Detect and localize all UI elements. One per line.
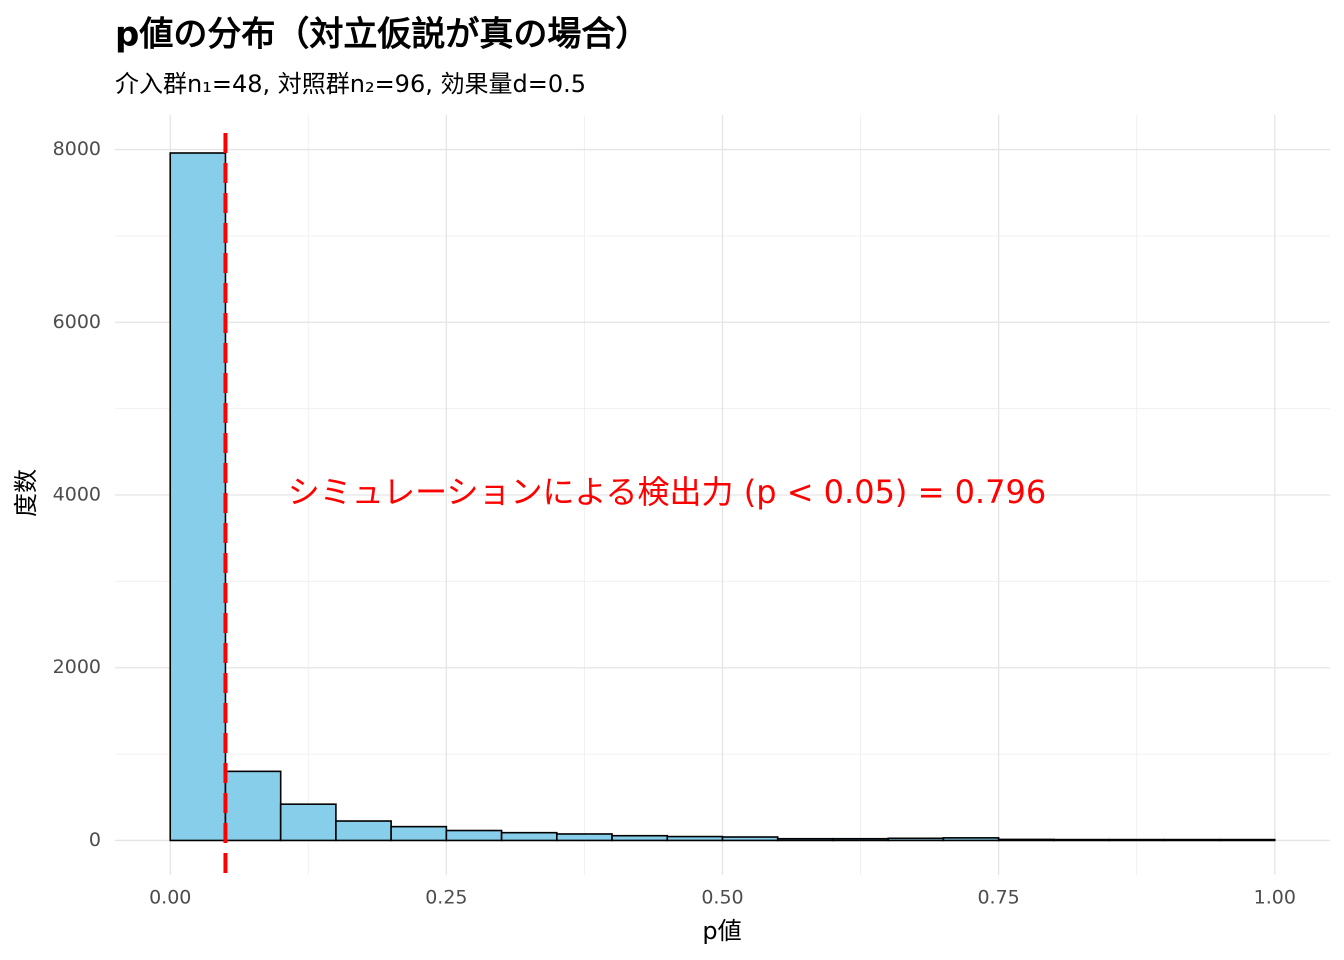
bar <box>224 770 282 842</box>
bar <box>942 837 1000 842</box>
bar <box>997 838 1055 842</box>
bar <box>666 835 724 842</box>
bar <box>169 152 227 842</box>
bar <box>1218 838 1276 842</box>
y-axis-title: 度数 <box>12 469 40 517</box>
x-tick-label: 0.25 <box>425 887 467 909</box>
annotation: シミュレーションによる検出力 (p < 0.05) = 0.796 <box>288 473 1046 511</box>
bar <box>887 837 945 842</box>
x-tick-label: 0.50 <box>701 887 743 909</box>
bar <box>279 803 337 842</box>
bar <box>611 834 669 842</box>
chart-subtitle: 介入群n₁=48, 対照群n₂=96, 効果量d=0.5 <box>115 70 586 98</box>
x-axis-title: p値 <box>702 917 741 945</box>
bar <box>1163 838 1221 842</box>
bar <box>832 837 889 842</box>
y-tick-label: 8000 <box>53 138 101 160</box>
bar <box>390 825 448 842</box>
chart-title: p値の分布（対立仮説が真の場合） <box>115 15 649 55</box>
y-tick-label: 6000 <box>53 311 101 333</box>
y-tick-label: 4000 <box>53 484 101 506</box>
bar <box>721 836 779 842</box>
bar <box>1053 838 1110 842</box>
bar <box>445 829 503 842</box>
bar <box>1108 838 1166 842</box>
bar <box>500 831 558 842</box>
y-tick-label: 0 <box>89 829 101 851</box>
bar <box>556 833 613 842</box>
x-tick-label: 0.75 <box>977 887 1019 909</box>
x-tick-label: 1.00 <box>1254 887 1296 909</box>
y-tick-label: 2000 <box>53 656 101 678</box>
bar <box>335 820 392 842</box>
x-tick-label: 0.00 <box>149 887 191 909</box>
bar <box>776 837 834 842</box>
